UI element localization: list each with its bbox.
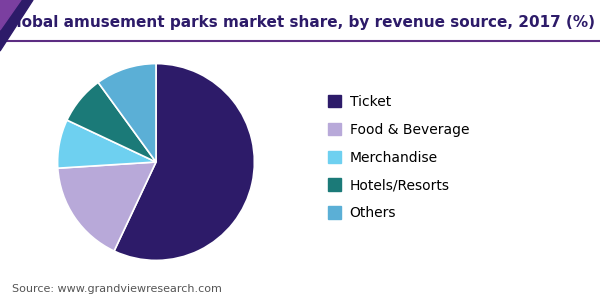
Wedge shape [114,64,254,260]
Text: Global amusement parks market share, by revenue source, 2017 (%): Global amusement parks market share, by … [5,15,595,30]
Wedge shape [58,120,156,168]
Legend: Ticket, Food & Beverage, Merchandise, Hotels/Resorts, Others: Ticket, Food & Beverage, Merchandise, Ho… [322,89,475,226]
Text: Source: www.grandviewresearch.com: Source: www.grandviewresearch.com [12,284,222,294]
Wedge shape [98,64,156,162]
Wedge shape [58,162,156,251]
Wedge shape [67,82,156,162]
